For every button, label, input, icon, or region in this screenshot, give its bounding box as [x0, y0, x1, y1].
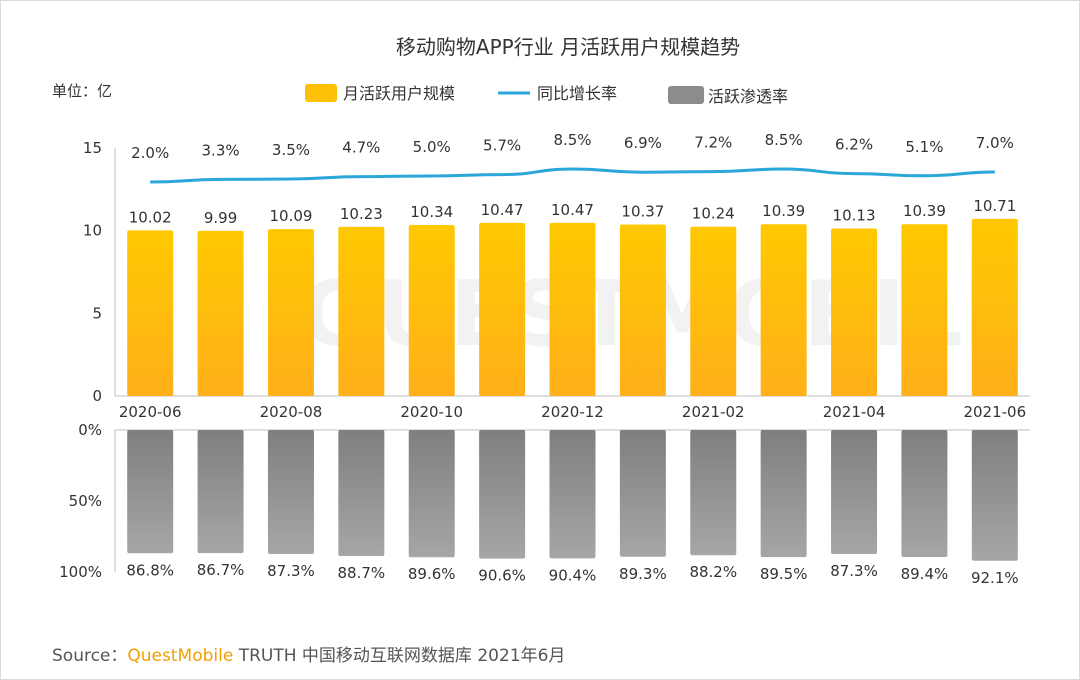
- penetration-bar: [971, 430, 1018, 561]
- mau-value-label: 10.02: [129, 208, 172, 226]
- source-brand: QuestMobile: [127, 646, 234, 666]
- penetration-bar: [549, 430, 596, 559]
- penetration-bar: [338, 430, 385, 556]
- x-tick-label: 2021-04: [823, 403, 886, 421]
- mau-bar: [338, 226, 385, 396]
- mau-bar: [619, 224, 666, 396]
- mau-value-label: 10.39: [762, 202, 805, 220]
- legend-label-mau: 月活跃用户规模: [343, 84, 455, 103]
- bottom-y-tick-label: 50%: [69, 492, 102, 510]
- mau-value-label: 10.37: [621, 203, 664, 221]
- mau-value-label: 10.39: [903, 202, 946, 220]
- growth-value-label: 7.2%: [694, 134, 732, 152]
- penetration-value-label: 90.6%: [478, 567, 526, 585]
- growth-value-label: 5.1%: [905, 138, 943, 156]
- x-tick-label: 2021-06: [963, 403, 1026, 421]
- penetration-value-label: 89.5%: [760, 565, 808, 583]
- top-y-tick-label: 0: [92, 387, 102, 405]
- legend-label-penetration: 活跃渗透率: [708, 87, 788, 106]
- mau-bar: [831, 228, 878, 396]
- bottom-y-tick-label: 0%: [78, 421, 102, 439]
- penetration-value-label: 87.3%: [267, 562, 315, 580]
- growth-value-label: 8.5%: [553, 131, 591, 149]
- legend-swatch-penetration: [668, 86, 704, 104]
- penetration-bar: [267, 430, 314, 554]
- growth-value-label: 6.9%: [624, 134, 662, 152]
- mau-value-label: 10.47: [481, 201, 524, 219]
- x-tick-label: 2020-06: [119, 403, 182, 421]
- mau-bar: [127, 230, 174, 396]
- top-y-tick-label: 15: [83, 139, 102, 157]
- growth-value-label: 5.0%: [413, 138, 451, 156]
- growth-value-label: 3.3%: [202, 141, 240, 159]
- mau-value-label: 9.99: [204, 209, 237, 227]
- chart-title: 移动购物APP行业 月活跃用户规模趋势: [396, 35, 740, 59]
- growth-value-label: 4.7%: [342, 139, 380, 157]
- growth-value-label: 7.0%: [976, 134, 1014, 152]
- penetration-value-label: 90.4%: [549, 566, 597, 584]
- source-note: Source：QuestMobile TRUTH 中国移动互联网数据库 2021…: [52, 641, 565, 666]
- source-prefix: Source：: [52, 646, 128, 666]
- mau-bar: [408, 225, 455, 396]
- penetration-value-label: 88.2%: [689, 563, 737, 581]
- legend-label-growth: 同比增长率: [537, 84, 617, 103]
- penetration-bar: [197, 430, 244, 554]
- penetration-bar: [760, 430, 807, 558]
- penetration-bar: [901, 430, 948, 557]
- mau-bar: [760, 224, 807, 396]
- growth-value-label: 8.5%: [765, 131, 803, 149]
- penetration-bar: [690, 430, 737, 556]
- top-y-tick-label: 5: [92, 304, 102, 322]
- x-tick-label: 2020-12: [541, 403, 604, 421]
- penetration-value-label: 89.4%: [901, 565, 949, 583]
- source-rest: TRUTH 中国移动互联网数据库 2021年6月: [233, 646, 566, 666]
- legend-swatch-mau: [305, 84, 337, 102]
- penetration-bar: [831, 430, 878, 554]
- growth-series-line: [150, 167, 995, 184]
- penetration-value-label: 86.8%: [126, 561, 174, 579]
- mau-bar: [690, 226, 737, 396]
- mau-bar: [267, 229, 314, 396]
- bottom-y-tick-label: 100%: [59, 563, 102, 581]
- growth-value-label: 3.5%: [272, 141, 310, 159]
- penetration-bar: [408, 430, 455, 558]
- penetration-value-label: 92.1%: [971, 569, 1019, 587]
- mau-value-label: 10.34: [410, 203, 453, 221]
- penetration-bar: [619, 430, 666, 557]
- mau-value-label: 10.23: [340, 205, 383, 223]
- growth-value-label: 2.0%: [131, 144, 169, 162]
- x-tick-label: 2020-10: [400, 403, 463, 421]
- penetration-value-label: 87.3%: [830, 562, 878, 580]
- penetration-value-label: 89.6%: [408, 565, 456, 583]
- mau-bar: [901, 224, 948, 396]
- mau-value-label: 10.09: [269, 207, 312, 225]
- penetration-value-label: 86.7%: [197, 561, 245, 579]
- mau-bar: [479, 222, 526, 396]
- penetration-value-label: 88.7%: [338, 564, 386, 582]
- penetration-bar: [479, 430, 526, 559]
- x-tick-label: 2020-08: [260, 403, 323, 421]
- mau-bar: [549, 222, 596, 396]
- unit-label: 单位：亿: [52, 82, 112, 100]
- top-y-tick-label: 10: [83, 222, 102, 240]
- mau-bar: [971, 218, 1018, 396]
- mau-value-label: 10.24: [692, 205, 735, 223]
- mau-value-label: 10.71: [973, 197, 1016, 215]
- growth-value-label: 5.7%: [483, 137, 521, 155]
- mau-bar: [197, 230, 244, 396]
- penetration-value-label: 89.3%: [619, 565, 667, 583]
- x-tick-label: 2021-02: [682, 403, 745, 421]
- mau-value-label: 10.47: [551, 201, 594, 219]
- growth-value-label: 6.2%: [835, 136, 873, 154]
- penetration-bar: [127, 430, 174, 554]
- mau-value-label: 10.13: [833, 207, 876, 225]
